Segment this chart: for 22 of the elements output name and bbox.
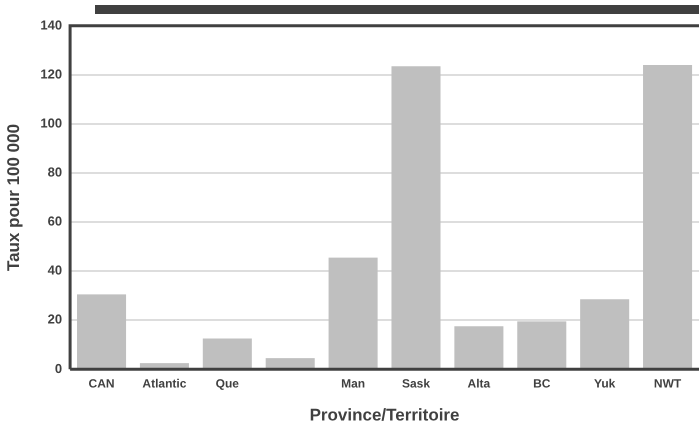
x-tick-label: Yuk [594, 376, 616, 391]
y-tick-label: 100 [40, 115, 62, 130]
x-tick-label: CAN [88, 376, 115, 391]
y-tick-label: 40 [48, 262, 62, 278]
y-tick-label: 60 [48, 214, 62, 229]
bar [454, 326, 504, 369]
y-tick-label: 120 [40, 66, 62, 82]
x-axis-title: Province/Territoire [310, 405, 460, 424]
x-tick-label: Atlantic [142, 376, 187, 391]
x-tick-label: Alta [468, 376, 491, 391]
y-tick-label: 0 [54, 360, 62, 376]
x-tick-label: Que [216, 376, 240, 391]
x-tick-label: BC [533, 376, 551, 391]
y-tick-label: 80 [48, 164, 62, 180]
y-axis-title: Taux pour 100 000 [4, 124, 23, 272]
y-tick-label: 20 [48, 312, 62, 327]
x-tick-label: Sask [402, 376, 430, 391]
bar [202, 338, 252, 369]
x-tick-label: NWT [654, 376, 682, 391]
y-tick-label: 140 [40, 17, 62, 32]
bar [266, 358, 315, 369]
x-tick-label: Man [341, 376, 366, 391]
